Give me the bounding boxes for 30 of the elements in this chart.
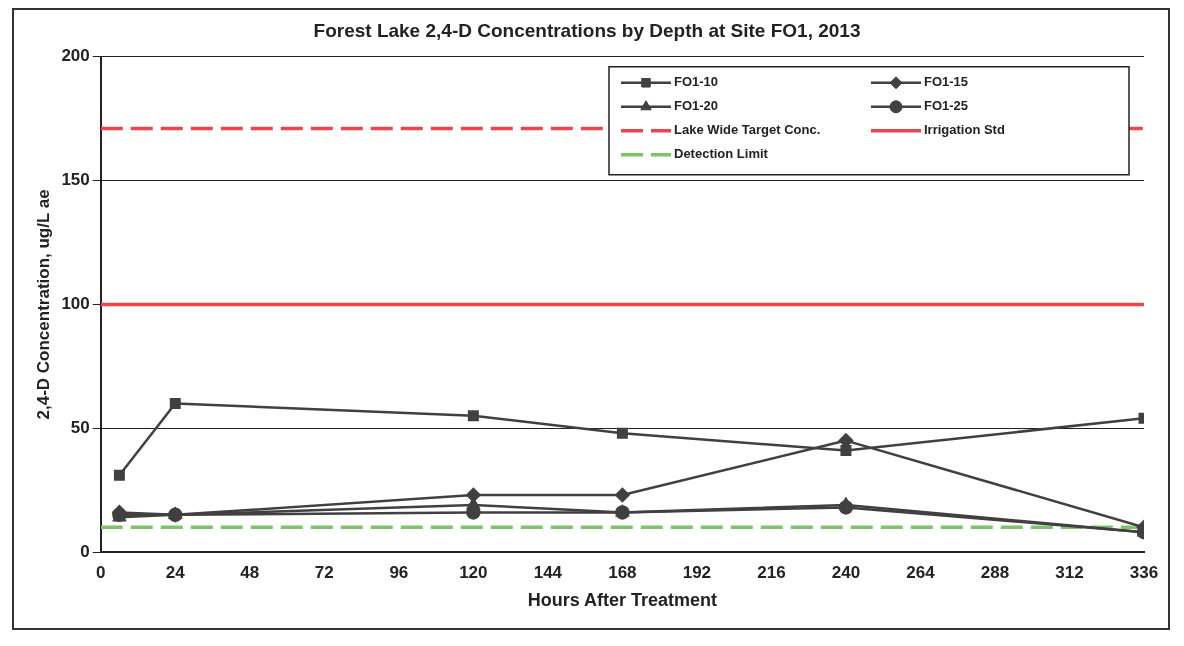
x-tick-label: 96 bbox=[389, 562, 409, 582]
legend-label: Irrigation Std bbox=[924, 122, 1005, 138]
y-tick-label: 200 bbox=[61, 46, 90, 66]
x-tick-label: 72 bbox=[314, 562, 334, 582]
x-axis-title: Hours After Treatment bbox=[527, 590, 718, 611]
x-tick-label: 48 bbox=[240, 562, 260, 582]
y-tick-label: 50 bbox=[70, 417, 90, 437]
x-tick-label: 264 bbox=[906, 562, 936, 582]
legend-label: Detection Limit bbox=[674, 146, 769, 162]
chart-title: Forest Lake 2,4-D Concentrations by Depth at Site FO1, 2013 bbox=[313, 19, 861, 41]
legend-label: FO1-20 bbox=[674, 98, 719, 114]
y-tick-label: 100 bbox=[61, 294, 90, 314]
x-tick-label: 168 bbox=[608, 562, 637, 582]
x-tick-label: 288 bbox=[980, 562, 1010, 582]
x-tick-label: 312 bbox=[1055, 562, 1084, 582]
legend-label: FO1-10 bbox=[674, 74, 719, 90]
x-tick-label: 24 bbox=[165, 562, 186, 582]
y-axis-title: 2,4-D Concentration, ug/L ae bbox=[33, 189, 53, 420]
legend-label: FO1-25 bbox=[924, 98, 969, 114]
x-tick-label: 336 bbox=[1129, 562, 1159, 582]
x-tick-label: 240 bbox=[831, 562, 861, 582]
legend-label: Lake Wide Target Conc. bbox=[674, 122, 821, 138]
y-tick-label: 0 bbox=[80, 541, 90, 561]
x-tick-label: 120 bbox=[459, 562, 488, 582]
x-tick-label: 0 bbox=[96, 562, 106, 582]
x-tick-label: 216 bbox=[757, 562, 786, 582]
x-tick-label: 144 bbox=[533, 562, 563, 582]
y-tick-label: 150 bbox=[61, 170, 90, 190]
legend-label: FO1-15 bbox=[924, 74, 969, 90]
x-tick-label: 192 bbox=[682, 562, 712, 582]
